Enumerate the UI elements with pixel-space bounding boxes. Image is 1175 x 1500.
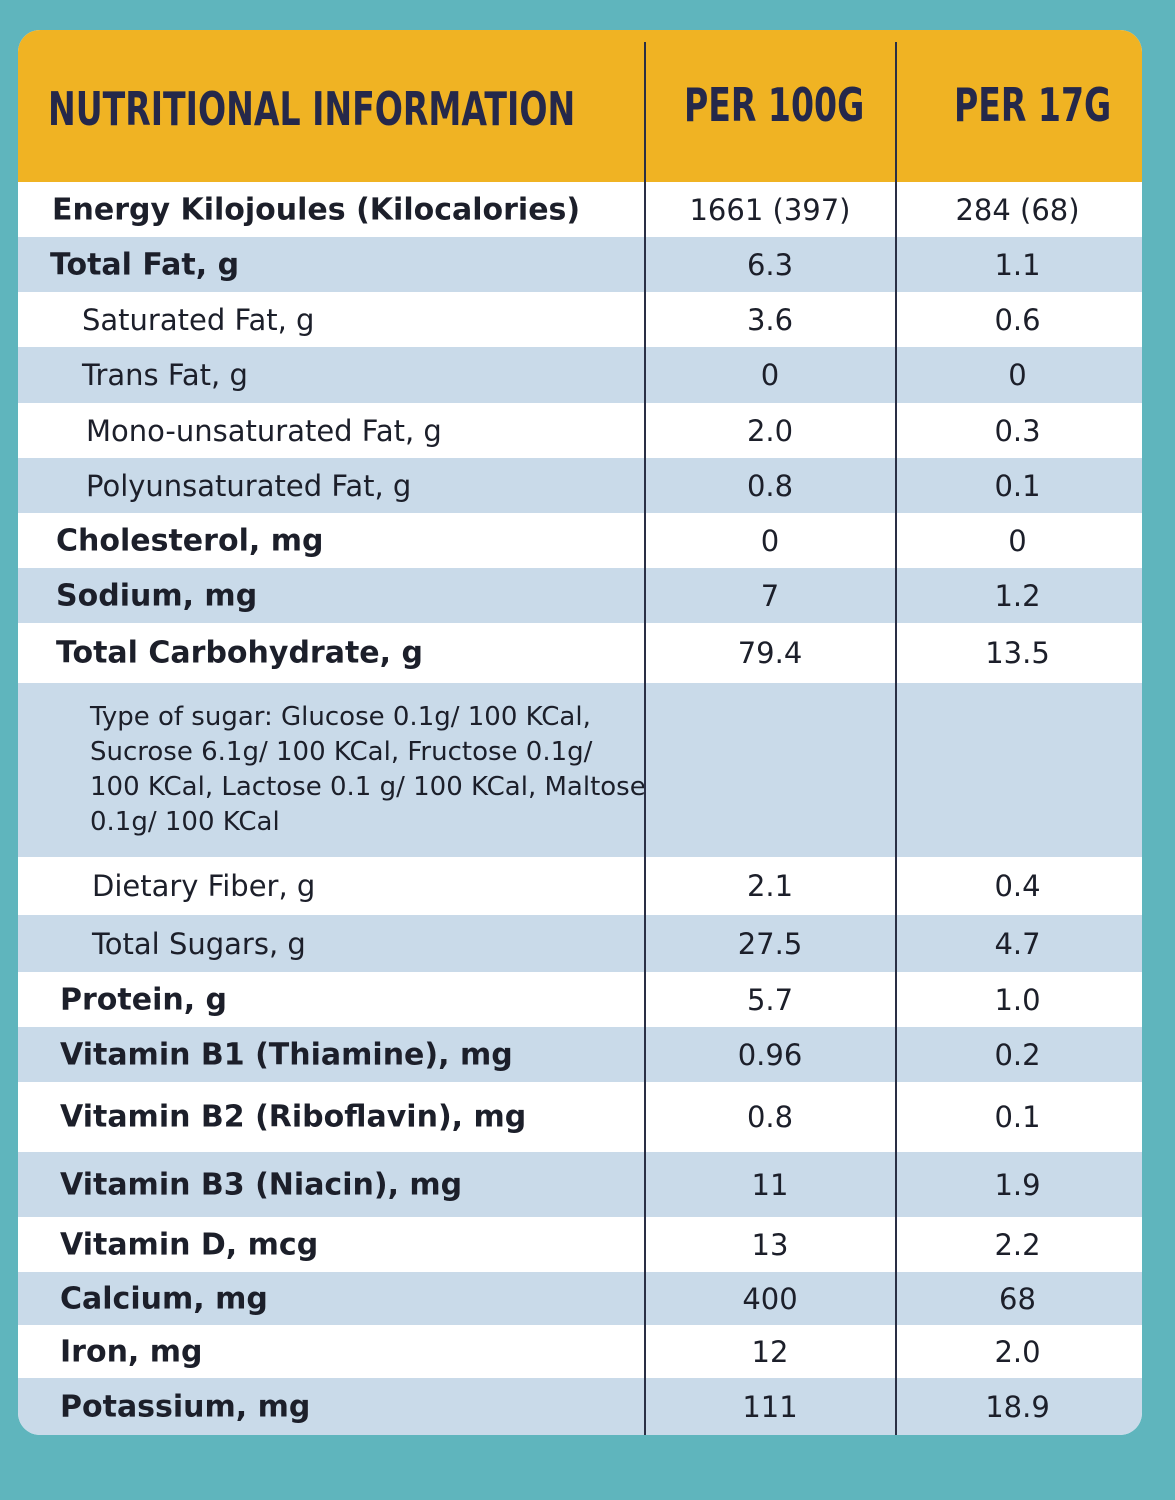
row-label: Dietary Fiber, g: [92, 869, 316, 903]
row-value: 2.2: [994, 1227, 1041, 1262]
row-value: 0: [760, 358, 780, 392]
row-value: 0.6: [994, 302, 1041, 337]
row-label: Potassium, mg: [60, 1389, 311, 1424]
row-value: 0.4: [994, 869, 1041, 903]
row-value: 0: [760, 523, 780, 558]
row-label: Energy Kilojoules (Kilocalories): [52, 192, 581, 227]
row-band: [18, 1027, 1142, 1082]
row-value: 2.0: [994, 1334, 1041, 1369]
row-value: 3.6: [746, 302, 794, 337]
nutrition-table: NUTRITIONAL INFORMATION PER 100G PER 17G…: [18, 30, 1142, 1435]
row-value: 400: [742, 1281, 798, 1316]
row-value: 0.3: [994, 413, 1041, 448]
row-value: 18.9: [985, 1389, 1050, 1424]
header-band: [18, 30, 1142, 182]
row-value: 0: [1008, 358, 1027, 392]
row-value: 79.4: [737, 636, 803, 670]
row-band: [18, 1272, 1142, 1325]
column-divider: [644, 42, 646, 1435]
row-value: 0.8: [746, 468, 794, 503]
row-value: 1.2: [994, 578, 1041, 613]
column-divider: [895, 42, 897, 1435]
row-label: Sodium, mg: [56, 578, 258, 613]
row-value: 68: [999, 1281, 1036, 1316]
row-value: 0.96: [737, 1037, 803, 1072]
row-value: 6.3: [746, 247, 794, 282]
row-band: [18, 237, 1142, 292]
row-label: Vitamin B1 (Thiamine), mg: [60, 1037, 513, 1072]
row-band: [18, 458, 1142, 513]
row-value: 111: [742, 1389, 798, 1424]
row-label: Total Carbohydrate, g: [56, 635, 423, 671]
row-value: 13.5: [985, 636, 1050, 670]
row-band: [18, 857, 1142, 915]
row-value: 0.8: [746, 1100, 794, 1134]
row-band: [18, 1325, 1142, 1378]
row-label: Vitamin D, mcg: [60, 1227, 319, 1262]
row-label: Vitamin B2 (Riboflavin), mg: [60, 1099, 527, 1135]
row-value: 12: [751, 1334, 789, 1369]
row-band: [18, 182, 1142, 237]
row-value: 0.2: [994, 1037, 1041, 1072]
row-label: Vitamin B3 (Niacin), mg: [60, 1167, 463, 1202]
row-value: 5.7: [746, 982, 794, 1017]
row-label: Type of sugar: Glucose 0.1g/ 100 KCal, S…: [90, 702, 646, 837]
row-band: [18, 915, 1142, 972]
row-label: Polyunsaturated Fat, g: [86, 468, 412, 503]
row-label: Trans Fat, g: [82, 358, 248, 392]
row-label: Mono-unsaturated Fat, g: [86, 413, 442, 448]
row-band: [18, 513, 1142, 568]
row-value: 0.1: [994, 468, 1041, 503]
row-value: 27.5: [737, 926, 803, 961]
row-label: Calcium, mg: [60, 1281, 268, 1316]
row-label: Total Sugars, g: [92, 926, 306, 961]
row-value: 2.1: [746, 869, 794, 903]
row-value: 1.0: [994, 982, 1041, 1017]
row-value: 7: [760, 578, 780, 613]
row-band: [18, 292, 1142, 347]
row-label: Protein, g: [60, 982, 228, 1017]
row-band: [18, 1217, 1142, 1272]
row-value: 1.1: [994, 247, 1041, 282]
row-value: 13: [751, 1227, 789, 1262]
row-band: [18, 568, 1142, 623]
row-label: Cholesterol, mg: [56, 523, 324, 558]
row-value: 0.1: [994, 1100, 1041, 1134]
row-band: [18, 683, 1142, 857]
row-band: [18, 347, 1142, 403]
header-col: PER 100G: [684, 78, 865, 132]
row-value: 11: [751, 1167, 789, 1202]
row-value: 4.7: [994, 926, 1041, 961]
row-value: 0: [1008, 523, 1027, 558]
row-value: 1661 (397): [689, 192, 851, 227]
header-title: NUTRITIONAL INFORMATION: [48, 82, 576, 136]
row-band: [18, 1082, 1142, 1152]
row-band: [18, 403, 1142, 458]
row-value: 1.9: [994, 1167, 1041, 1202]
row-value: 2.0: [746, 413, 794, 448]
row-label: Iron, mg: [60, 1334, 203, 1369]
row-label: Saturated Fat, g: [82, 302, 315, 337]
row-value: 284 (68): [955, 192, 1080, 227]
row-band: [18, 972, 1142, 1027]
header-col: PER 17G: [954, 78, 1112, 132]
row-label: Total Fat, g: [50, 247, 240, 282]
row-band: [18, 1378, 1142, 1435]
row-band: [18, 1152, 1142, 1217]
row-band: [18, 623, 1142, 683]
